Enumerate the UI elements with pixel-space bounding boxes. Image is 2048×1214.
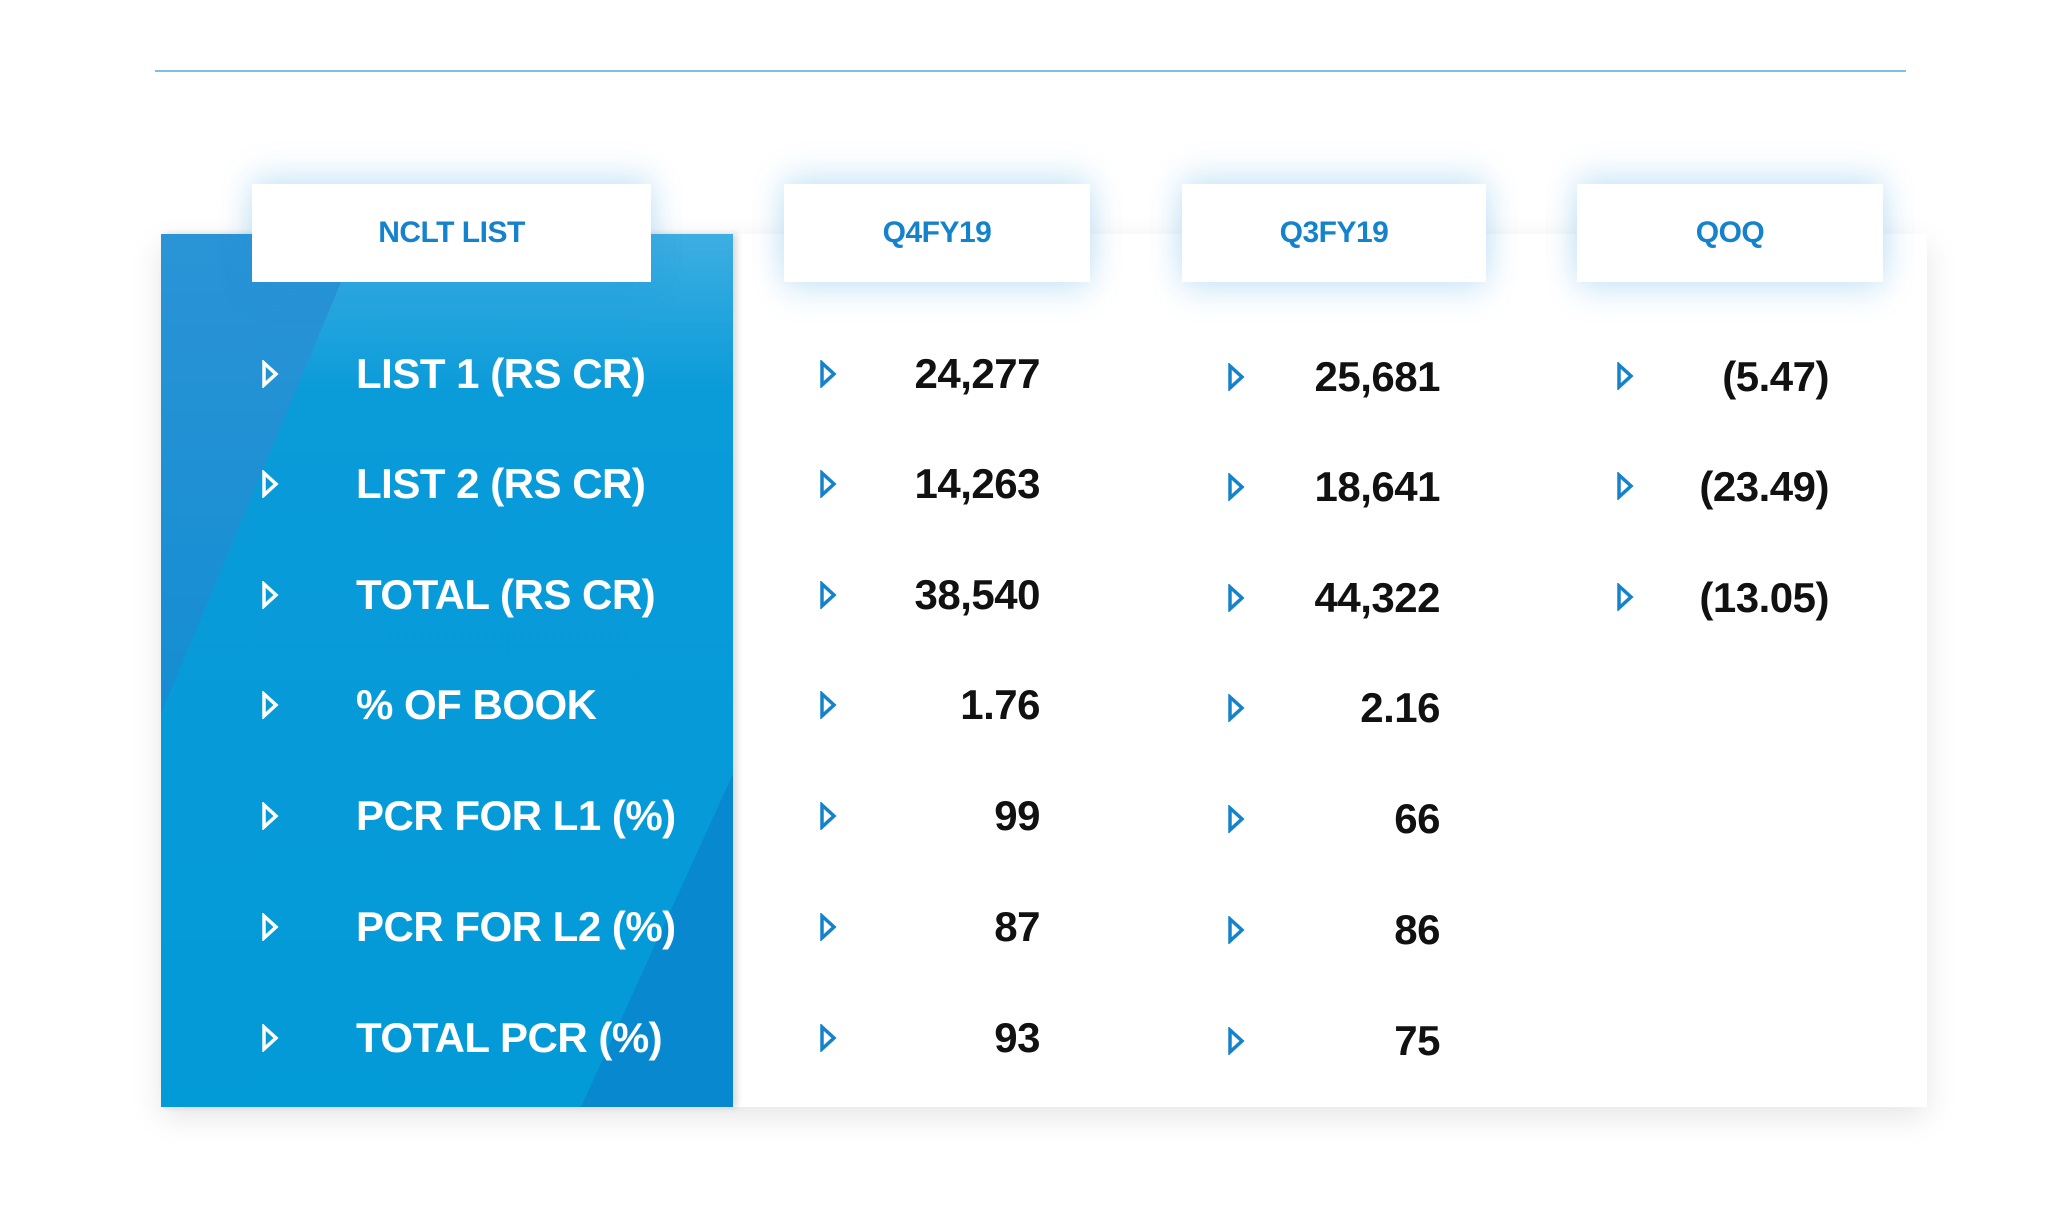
header-label: Q4FY19 <box>882 216 992 249</box>
label-column-background <box>161 234 733 1107</box>
value-q4fy19: 87 <box>994 903 1040 950</box>
row-label: TOTAL (RS CR) <box>356 571 656 618</box>
header-label: Q3FY19 <box>1279 216 1389 249</box>
header-q4fy19: Q4FY19 <box>784 184 1090 282</box>
value-q4fy19: 38,540 <box>914 571 1041 618</box>
header-label: QOQ <box>1695 216 1765 249</box>
value-q4fy19: 99 <box>994 792 1040 839</box>
row-label: LIST 2 (RS CR) <box>356 460 646 507</box>
value-q3fy19: 25,681 <box>1314 353 1441 400</box>
row-label: TOTAL PCR (%) <box>356 1014 663 1061</box>
value-q4fy19: 24,277 <box>914 350 1041 397</box>
value-qoq: (5.47) <box>1722 353 1829 400</box>
header-q3fy19: Q3FY19 <box>1182 184 1486 282</box>
value-q4fy19: 1.76 <box>960 681 1040 728</box>
header-nclt-list: NCLT LIST <box>252 184 651 282</box>
header-qoq: QOQ <box>1577 184 1883 282</box>
row-label: PCR FOR L1 (%) <box>356 792 676 839</box>
value-q3fy19: 2.16 <box>1360 684 1440 731</box>
header-label: NCLT LIST <box>378 216 525 249</box>
value-qoq: (23.49) <box>1699 463 1829 510</box>
row-label: % OF BOOK <box>356 681 597 728</box>
value-q3fy19: 86 <box>1394 906 1440 953</box>
row-label: PCR FOR L2 (%) <box>356 903 676 950</box>
value-q3fy19: 44,322 <box>1314 574 1441 621</box>
value-q3fy19: 18,641 <box>1314 463 1441 510</box>
value-q3fy19: 75 <box>1394 1017 1440 1064</box>
top-divider <box>155 70 1906 72</box>
value-q3fy19: 66 <box>1394 795 1440 842</box>
value-q4fy19: 14,263 <box>914 460 1041 507</box>
value-q4fy19: 93 <box>994 1014 1040 1061</box>
value-qoq: (13.05) <box>1699 574 1829 621</box>
row-label: LIST 1 (RS CR) <box>356 350 646 397</box>
